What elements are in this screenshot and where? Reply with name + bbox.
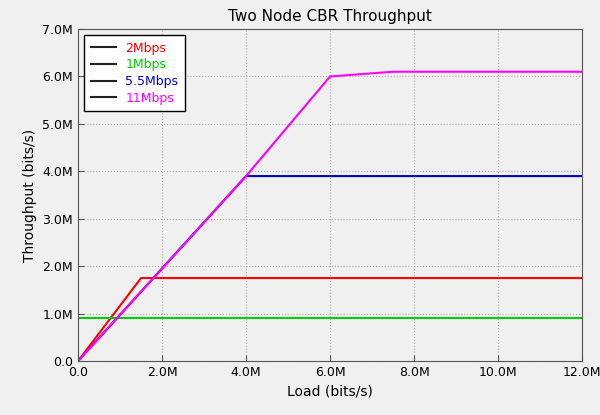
2Mbps — [578, 276, 586, 281]
11Mbps — [389, 69, 397, 74]
11Mbps — [242, 173, 250, 178]
Legend: 2Mbps, 1Mbps, 5.5Mbps, 11Mbps: 2Mbps, 1Mbps, 5.5Mbps, 11Mbps — [84, 35, 185, 111]
Line: 5.5Mbps: 5.5Mbps — [78, 176, 582, 361]
X-axis label: Load (bits/s): Load (bits/s) — [287, 384, 373, 398]
2Mbps — [74, 359, 82, 364]
5.5Mbps — [74, 359, 82, 364]
11Mbps — [326, 74, 334, 79]
11Mbps — [578, 69, 586, 74]
11Mbps — [74, 359, 82, 364]
Y-axis label: Throughput (bits/s): Throughput (bits/s) — [23, 129, 37, 261]
2Mbps — [137, 276, 145, 281]
Line: 2Mbps: 2Mbps — [78, 278, 582, 361]
Line: 11Mbps: 11Mbps — [78, 72, 582, 361]
5.5Mbps — [578, 173, 586, 178]
5.5Mbps — [242, 173, 250, 178]
Title: Two Node CBR Throughput: Two Node CBR Throughput — [228, 9, 432, 24]
